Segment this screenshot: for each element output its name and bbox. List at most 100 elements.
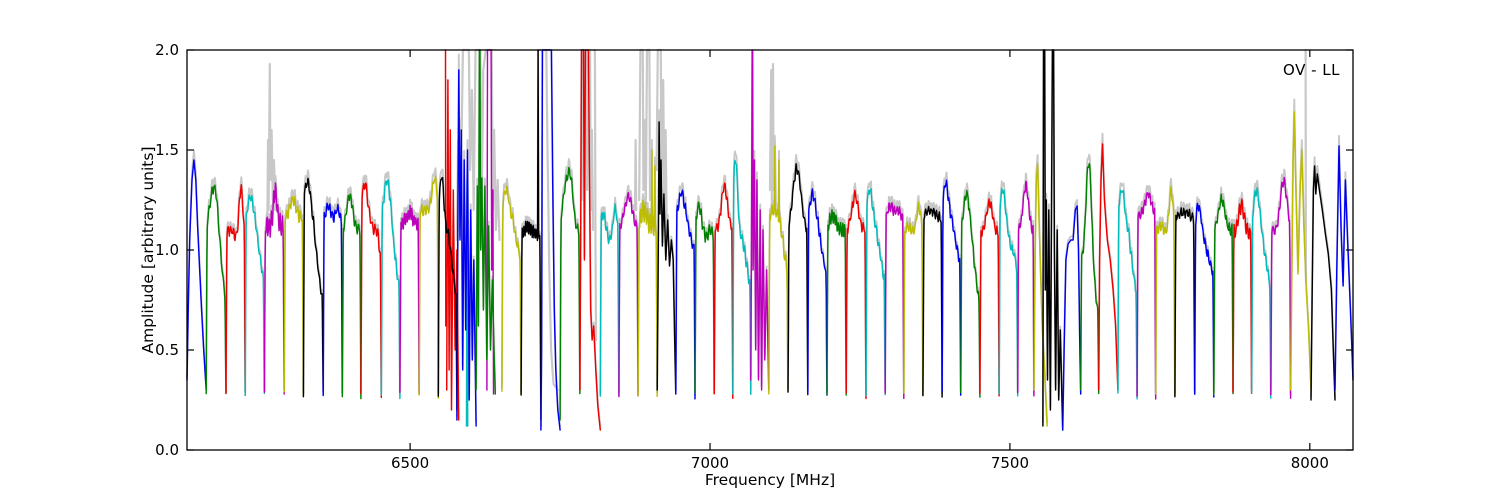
- subband-curve: [1097, 143, 1119, 391]
- subband-curve: [437, 176, 458, 411]
- subband-curve: [807, 188, 828, 396]
- rfi-extra-curve: [445, 79, 460, 421]
- gray-underlay-curve: [500, 177, 523, 393]
- gray-underlay-curve: [978, 191, 1001, 394]
- y-tick-label: 0.0: [155, 441, 179, 459]
- gray-rfi-curve: [266, 62, 277, 222]
- gray-underlay-curve: [283, 188, 305, 394]
- subband-curve: [186, 159, 207, 391]
- gray-underlay-curve: [1116, 182, 1139, 397]
- subband-curve: [418, 175, 440, 399]
- gray-underlay-curve: [694, 194, 716, 391]
- subband-curve: [1193, 202, 1215, 398]
- subband-curve: [1042, 49, 1064, 431]
- subband-curve: [283, 195, 305, 398]
- subband-curve: [540, 49, 561, 431]
- gray-underlay-curve: [359, 174, 383, 395]
- subband-curve: [694, 201, 715, 395]
- station-pol-label: OV - LL: [1283, 61, 1340, 79]
- y-tick-label: 2.0: [155, 41, 179, 59]
- subband-curve: [1136, 192, 1157, 400]
- gray-underlay-curve: [713, 174, 734, 396]
- gray-underlay-curve: [322, 196, 344, 393]
- y-tick-label: 1.5: [155, 141, 179, 159]
- subband-curve: [1117, 189, 1138, 400]
- gray-underlay-curve: [865, 180, 887, 393]
- subband-curve: [1270, 176, 1292, 399]
- subband-curve: [475, 49, 497, 395]
- gray-underlay-curve: [1250, 179, 1272, 396]
- subband-curve: [205, 184, 227, 395]
- subband-curve: [559, 166, 581, 421]
- gray-underlay-curve: [884, 195, 905, 396]
- subband-curve: [225, 183, 246, 396]
- y-tick-label: 0.5: [155, 341, 179, 359]
- subband-curve: [1174, 207, 1196, 398]
- gray-underlay-curve: [1154, 177, 1176, 394]
- gray-underlay-curve: [674, 182, 696, 397]
- gray-underlay-curve: [787, 153, 809, 392]
- gray-rfi-curve: [633, 138, 638, 212]
- subband-curve: [826, 209, 847, 396]
- subband-curve: [456, 69, 477, 427]
- subband-curve: [959, 189, 981, 398]
- gray-underlay-curve: [845, 182, 867, 396]
- gray-underlay-curve: [806, 180, 828, 393]
- y-axis-label: Amplitude [arbitrary units]: [139, 146, 157, 354]
- subband-curve: [768, 145, 789, 395]
- subband-curve: [1154, 185, 1176, 397]
- subband-curve: [865, 187, 886, 397]
- x-tick-label: 8000: [1291, 454, 1329, 472]
- subband-curve: [1310, 165, 1336, 401]
- subband-curve: [732, 159, 752, 396]
- rfi-extra-curve: [486, 49, 495, 395]
- subband-curve: [244, 194, 266, 397]
- subband-curve: [360, 182, 383, 399]
- subband-curve: [341, 193, 362, 400]
- subband-curve: [675, 189, 696, 400]
- subband-curve: [501, 185, 522, 397]
- gray-underlay-curve: [921, 199, 944, 395]
- gray-underlay-curve: [998, 180, 1019, 394]
- subband-curve: [845, 189, 867, 400]
- subband-curve: [1250, 187, 1272, 399]
- gray-underlay-curve: [941, 171, 962, 393]
- subband-curve: [1289, 111, 1312, 391]
- subband-curve: [1016, 180, 1035, 397]
- subband-curve: [1079, 162, 1100, 395]
- gray-underlay-curve: [1016, 172, 1035, 394]
- subband-curve: [1232, 198, 1253, 395]
- subband-curve: [263, 182, 285, 395]
- subband-curve: [787, 163, 809, 396]
- subband-curve: [1213, 193, 1234, 396]
- subband-curve: [998, 187, 1019, 397]
- subband-curve: [637, 149, 658, 398]
- gray-underlay-curve: [418, 167, 440, 396]
- subband-curve: [941, 179, 962, 396]
- gray-rfi-curve: [768, 62, 778, 212]
- gray-underlay-curve: [559, 157, 581, 418]
- gray-underlay-curve: [1173, 201, 1196, 395]
- subband-curve: [1061, 205, 1082, 431]
- subband-curve: [520, 49, 542, 421]
- gray-underlay-curve: [1212, 186, 1234, 392]
- subband-curve: [656, 121, 677, 395]
- subband-curve: [399, 204, 420, 396]
- x-tick-label: 7500: [991, 454, 1029, 472]
- x-tick-label: 7000: [691, 454, 729, 472]
- subband-curve: [1334, 145, 1354, 391]
- subband-curve: [322, 202, 344, 397]
- subband-curve: [979, 198, 1000, 397]
- gray-rfi-curve: [592, 48, 598, 342]
- subband-curve: [922, 205, 943, 398]
- y-tick-label: 1.0: [155, 241, 179, 259]
- subband-curve: [903, 201, 924, 397]
- subband-curve: [380, 179, 401, 400]
- subband-curve: [1033, 163, 1048, 427]
- subband-curve: [884, 202, 905, 400]
- subband-curve: [618, 191, 639, 398]
- x-axis-label: Frequency [MHz]: [704, 471, 836, 489]
- subband-curve: [599, 203, 620, 397]
- x-tick-label: 6500: [391, 454, 429, 472]
